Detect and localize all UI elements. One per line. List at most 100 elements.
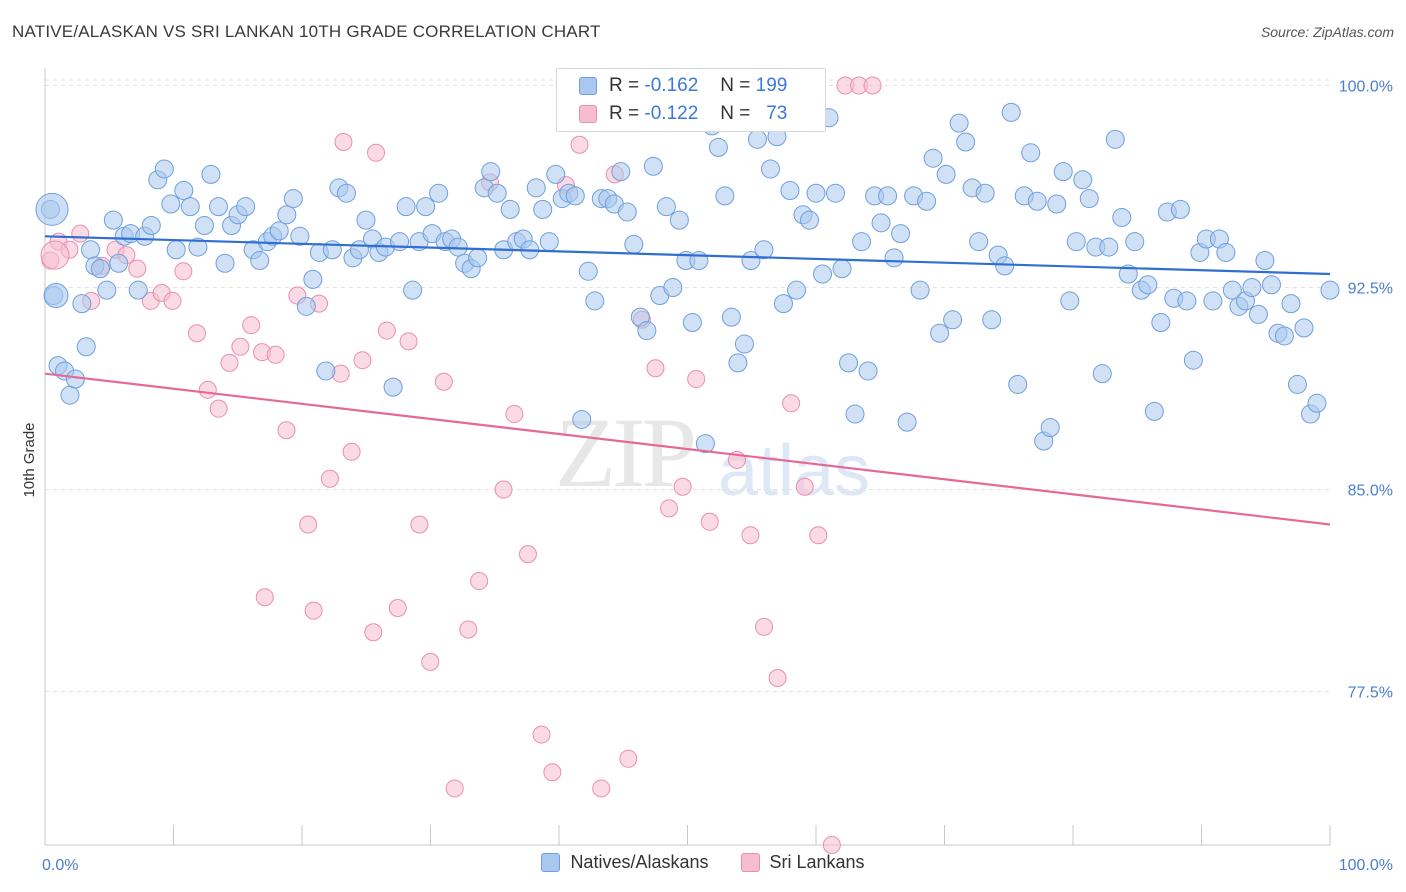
y-tick-label: 92.5% <box>1348 280 1393 297</box>
data-point-srilankan <box>71 224 90 243</box>
data-point-native <box>290 226 310 246</box>
source-label: Source: ZipAtlas.com <box>1260 24 1394 40</box>
data-point-native <box>1261 275 1281 295</box>
legend-label-natives: Natives/Alaskans <box>570 852 709 872</box>
data-point-native <box>721 307 741 327</box>
series-sri-lankans-points <box>40 76 882 854</box>
data-point-native <box>995 256 1015 276</box>
data-point-native <box>1222 280 1242 300</box>
data-point-native <box>949 113 969 133</box>
data-point-native <box>852 232 872 252</box>
legend-label-srilankans: Sri Lankans <box>769 852 865 872</box>
data-point-native <box>383 377 403 397</box>
data-point-srilankan <box>342 442 361 461</box>
data-point-srilankan <box>782 394 801 413</box>
data-point-srilankan-large <box>40 240 70 270</box>
legend-row-srilankans: R = -0.122 N = 73 <box>557 100 787 128</box>
data-point-native <box>141 216 161 236</box>
data-point-srilankan <box>174 262 193 281</box>
data-point-native <box>956 132 976 152</box>
data-point-native-large <box>43 283 69 309</box>
data-point-native <box>982 310 1002 330</box>
data-point-srilankan <box>434 372 453 391</box>
data-point-native <box>799 210 819 230</box>
data-point-native <box>624 234 644 254</box>
data-point-native <box>303 269 323 289</box>
data-point-native <box>1216 242 1236 262</box>
data-point-native <box>1021 143 1041 163</box>
data-point-native <box>643 156 663 176</box>
data-point-native <box>1170 199 1190 219</box>
data-point-native <box>715 186 735 206</box>
data-point-srilankan <box>809 526 828 545</box>
legend-n-value: 199 <box>755 75 788 96</box>
data-point-native <box>1105 129 1125 149</box>
data-point-native <box>128 280 148 300</box>
data-point-native <box>760 159 780 179</box>
data-point-native <box>97 280 117 300</box>
data-point-native <box>416 197 436 217</box>
data-point-native <box>806 183 826 203</box>
data-point-native <box>1287 374 1307 394</box>
legend-swatch-srilankans <box>579 105 597 123</box>
data-point-native <box>1151 312 1171 332</box>
data-point-srilankan <box>299 515 318 534</box>
data-point-native <box>283 189 303 209</box>
data-point-native <box>481 162 501 182</box>
legend-item-srilankans[interactable]: Sri Lankans <box>740 852 865 873</box>
data-point-native <box>930 323 950 343</box>
data-point-srilankan <box>619 749 638 768</box>
data-point-native <box>1079 189 1099 209</box>
data-point-native <box>1040 418 1060 438</box>
trend-lines <box>44 235 1331 526</box>
data-point-native <box>773 294 793 314</box>
data-point-native <box>1307 393 1327 413</box>
data-point-srilankan <box>795 477 814 496</box>
data-point-native <box>669 210 689 230</box>
data-point-native <box>708 137 728 157</box>
data-point-native <box>1099 237 1119 257</box>
data-point-native <box>1125 232 1145 252</box>
data-point-native <box>500 199 520 219</box>
data-point-srilankan <box>459 620 478 639</box>
data-point-native <box>215 253 235 273</box>
correlation-legend: R = -0.162 N = 199 R = -0.122 N = 73 <box>556 68 826 132</box>
data-point-native <box>1008 374 1028 394</box>
x-tick-label-max: 100.0% <box>1339 857 1393 874</box>
data-point-native <box>637 321 657 341</box>
data-point-native <box>1183 350 1203 370</box>
data-point-native <box>917 191 937 211</box>
legend-r-label: R = <box>609 103 640 124</box>
data-point-native <box>1047 194 1067 214</box>
data-point-native <box>250 251 270 271</box>
data-point-srilankan <box>364 623 383 642</box>
data-point-native <box>81 240 101 260</box>
data-point-native <box>936 164 956 184</box>
data-point-srilankan <box>700 512 719 531</box>
data-point-native <box>1073 170 1093 190</box>
legend-r-label: R = <box>609 75 640 96</box>
data-point-native <box>60 385 80 405</box>
axis-labels: 100.0% 92.5% 85.0% 77.5% 0.0% 100.0% 10th Grad… <box>21 78 1393 874</box>
data-point-native <box>201 164 221 184</box>
data-point-srilankan <box>421 652 440 671</box>
data-point-srilankan <box>128 259 147 278</box>
data-point-native <box>585 291 605 311</box>
legend-item-natives[interactable]: Natives/Alaskans <box>541 852 709 873</box>
data-point-native <box>832 259 852 279</box>
data-point-native <box>1248 304 1268 324</box>
data-point-srilankan <box>505 405 524 424</box>
data-point-native <box>891 224 911 244</box>
data-point-native <box>1060 291 1080 311</box>
data-point-srilankan <box>445 779 464 798</box>
data-point-srilankan <box>242 316 261 335</box>
trend-line-natives <box>44 235 1331 276</box>
data-point-native <box>826 183 846 203</box>
data-point-native <box>1112 207 1132 227</box>
data-point-native <box>943 310 963 330</box>
data-point-native <box>1027 191 1047 211</box>
data-point-native <box>72 294 92 314</box>
data-point-native <box>103 210 123 230</box>
data-point-native <box>1274 326 1294 346</box>
legend-n-value: 73 <box>766 103 788 124</box>
